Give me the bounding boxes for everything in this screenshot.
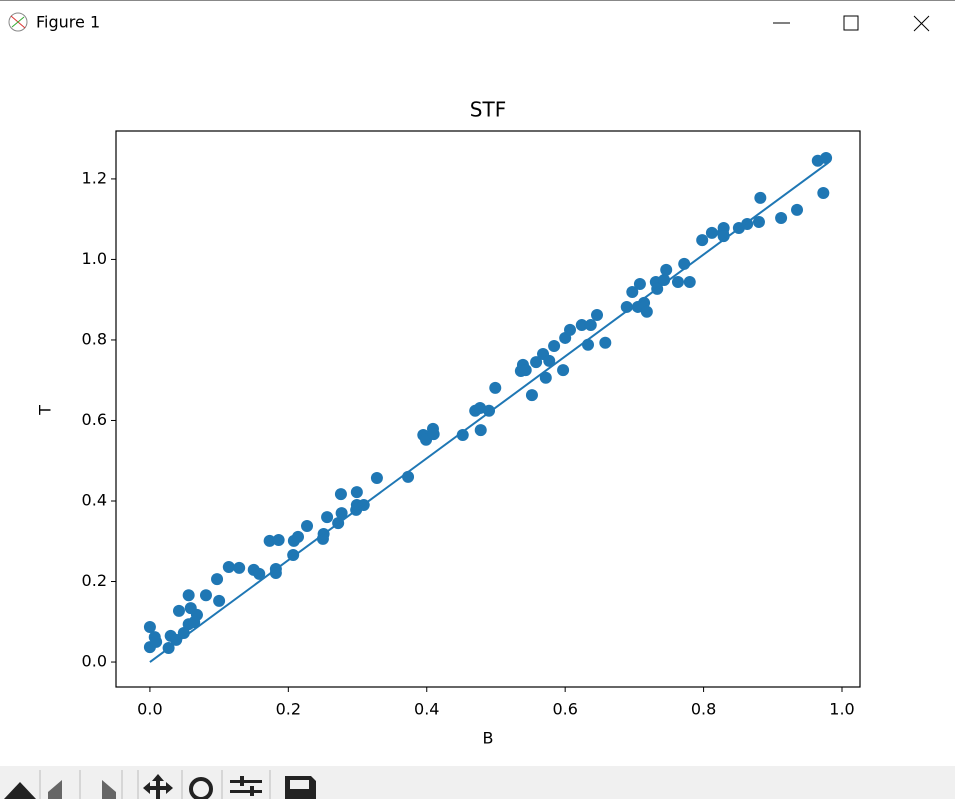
toolbar <box>0 766 955 799</box>
scatter-point <box>292 530 305 543</box>
maximize-button[interactable] <box>843 15 859 31</box>
y-axis-label: T <box>36 405 55 416</box>
x-tick-label: 1.0 <box>829 700 854 719</box>
scatter-point <box>301 519 314 532</box>
y-tick-label: 0.6 <box>82 410 107 429</box>
scatter-point <box>456 428 469 441</box>
scatter-point <box>335 507 348 520</box>
x-tick-label: 0.4 <box>414 700 439 719</box>
scatter-point <box>705 226 718 239</box>
scatter-point <box>222 561 235 574</box>
scatter-point <box>591 308 604 321</box>
home-button[interactable] <box>4 782 36 799</box>
scatter-point <box>172 604 185 617</box>
y-tick-label: 0.8 <box>82 329 107 348</box>
scatter-point <box>321 511 334 524</box>
scatter-point <box>791 203 804 216</box>
chart-title: STF <box>470 98 506 122</box>
scatter-point <box>671 275 684 288</box>
x-tick-label: 0.6 <box>552 700 577 719</box>
scatter-point <box>190 608 203 621</box>
scatter-point <box>575 319 588 332</box>
scatter-point <box>633 277 646 290</box>
scatter-point <box>213 594 226 607</box>
scatter-point <box>143 621 156 634</box>
x-tick-label: 0.0 <box>137 700 162 719</box>
scatter-point <box>548 339 561 352</box>
scatter-point <box>658 273 671 286</box>
x-tick-label: 0.2 <box>276 700 301 719</box>
scatter-point <box>350 486 363 499</box>
save-button[interactable] <box>285 776 316 799</box>
plot-frame <box>115 130 861 688</box>
scatter-point <box>599 336 612 349</box>
forward-button[interactable] <box>102 780 116 799</box>
scatter-point <box>170 633 183 646</box>
scatter-point <box>269 567 282 580</box>
scatter-point <box>696 234 709 247</box>
pan-button[interactable] <box>143 774 173 799</box>
scatter-point <box>427 428 440 441</box>
scatter-point <box>519 364 532 377</box>
scatter-point <box>489 381 502 394</box>
fit-line <box>149 162 829 663</box>
scatter-point <box>334 488 347 501</box>
scatter-point <box>564 323 577 336</box>
scatter-point <box>263 534 276 547</box>
scatter-point <box>182 589 195 602</box>
scatter-point <box>543 354 556 367</box>
window-title: Figure 1 <box>36 13 100 32</box>
scatter-point <box>233 561 246 574</box>
scatter-point <box>820 151 833 164</box>
scatter-point <box>539 371 552 384</box>
toolbar-icons <box>4 774 316 801</box>
scatter-point <box>525 389 538 402</box>
scatter-point <box>474 424 487 437</box>
scatter-point <box>717 230 730 243</box>
scatter-point <box>683 275 696 288</box>
scatter-point <box>272 534 285 547</box>
close-button[interactable] <box>913 15 930 32</box>
y-tick-label: 1.2 <box>82 168 107 187</box>
scatter-point <box>775 211 788 224</box>
scatter-point <box>211 573 224 586</box>
x-axis-label: B <box>483 729 494 748</box>
scatter-point <box>584 319 597 332</box>
x-tick-label: 0.8 <box>691 700 716 719</box>
scatter-point <box>640 305 653 318</box>
y-tick-label: 0.2 <box>82 571 107 590</box>
configure-button[interactable] <box>230 776 262 796</box>
scatter-point <box>754 191 767 204</box>
scatter-point <box>150 635 163 648</box>
y-tick-label: 0.0 <box>82 652 107 671</box>
app-icon <box>8 12 28 32</box>
scatter-point <box>199 589 212 602</box>
y-tick-label: 1.0 <box>82 249 107 268</box>
scatter-point <box>817 187 830 200</box>
scatter-point <box>253 567 266 580</box>
chart: STF B T 0.0 0.2 0.4 0.6 0.8 1.0 0.0 0.2 0.4 0.6 0.… <box>36 98 861 748</box>
scatter-point <box>530 356 543 369</box>
scatter-point <box>660 263 673 276</box>
toolbar-separators <box>39 770 271 799</box>
scatter-point <box>626 286 639 299</box>
scatter-point <box>557 364 570 377</box>
back-button[interactable] <box>48 780 62 799</box>
scatter-point <box>370 472 383 485</box>
y-tick-label: 0.4 <box>82 490 107 509</box>
scatter-point <box>752 215 765 228</box>
